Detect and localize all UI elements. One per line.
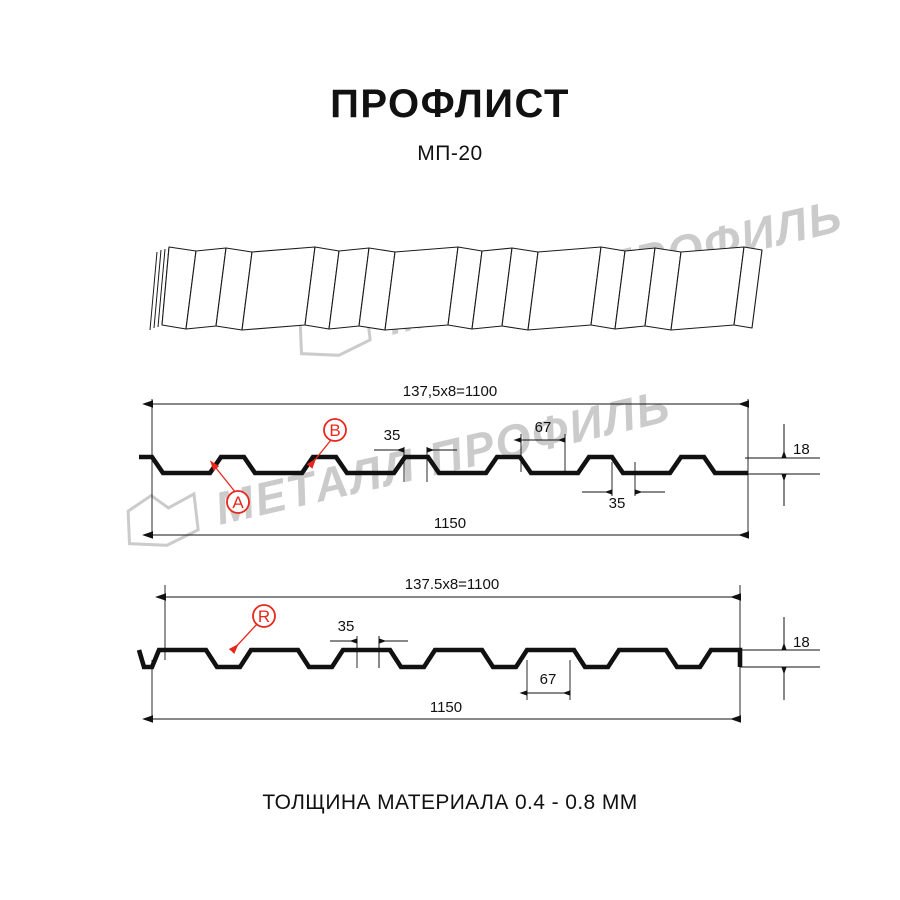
callout-marker-b: B [306,418,347,469]
cross-section-front: 137,5x8=1100 1150 35 67 35 [139,383,820,539]
dim-crest-35-2-label: 35 [338,618,355,635]
profiled-sheet-isometric [149,246,763,331]
callout-marker-r-label: R [258,607,270,626]
callout-marker-b-label: B [329,421,340,440]
callout-marker-a-label: A [232,493,244,512]
profile-outline-reverse [136,647,743,670]
material-thickness-note: ТОЛЩИНА МАТЕРИАЛА 0.4 - 0.8 ММ [262,791,638,814]
dim-crest-35-upper-label: 35 [384,427,401,444]
dim-crest-35-upper: 35 [374,427,457,482]
dim-valley-67-1: 67 [513,419,566,472]
dim-overall-bottom-2-label: 1150 [430,699,462,716]
callout-marker-r: R [228,604,276,654]
dim-overall-bottom-2: 1150 [142,699,742,723]
dim-height-18-2: 18 [736,617,820,700]
dim-overall-top-2: 137.5x8=1100 [155,576,742,601]
profile-outline-front [139,454,748,476]
dim-height-18-1: 18 [745,424,820,506]
dim-overall-top-2-label: 137.5x8=1100 [405,576,499,593]
dim-valley-67-2: 67 [519,660,571,700]
dim-height-18-1-label: 18 [793,441,810,458]
dim-valley-67-2-label: 67 [540,671,557,688]
dim-height-18-2-label: 18 [793,634,810,651]
dim-overall-bottom-1: 1150 [142,515,750,539]
dim-crest-35-lower: 35 [582,462,665,512]
dim-crest-35-lower-label: 35 [609,495,626,512]
dim-overall-top-1-label: 137,5x8=1100 [403,383,497,400]
callout-marker-a: A [209,460,250,514]
cross-section-reverse: 137.5x8=1100 1150 35 67 18 [136,576,820,723]
dim-valley-67-1-label: 67 [535,419,552,436]
dim-overall-top-1: 137,5x8=1100 [142,383,750,408]
dim-overall-bottom-1-label: 1150 [434,515,466,532]
